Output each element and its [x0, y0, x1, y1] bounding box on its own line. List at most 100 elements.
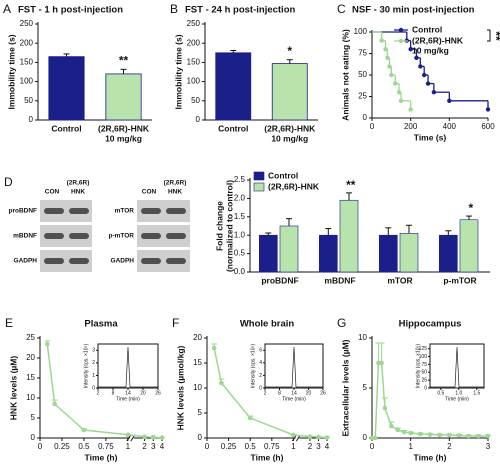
- x-tick-label: Control: [218, 123, 248, 133]
- inset-y-tick-label: 75: [421, 362, 427, 368]
- inset-x-tick-label: 2: [97, 390, 100, 396]
- error-bar: [466, 215, 472, 220]
- lane-label: HNK: [71, 189, 85, 196]
- inset-y-tick-label: 100: [419, 354, 428, 360]
- error-bar: [445, 230, 452, 236]
- bar: [318, 234, 338, 273]
- inset-y-tick-label: 2: [92, 360, 95, 366]
- y-tick-label: 1.0: [234, 230, 246, 239]
- y-tick-label: 50: [358, 70, 367, 79]
- inset-x-tick-label: 14: [125, 390, 131, 396]
- inset-x-tick-label: 20: [140, 390, 146, 396]
- lane-label: CON: [45, 189, 60, 196]
- legend-label: (2R,6R)-HNK: [412, 35, 464, 45]
- y-tick-label: 0: [196, 115, 201, 124]
- blot: [40, 250, 92, 272]
- band: [141, 208, 161, 214]
- y-tick-label: 15: [193, 358, 202, 367]
- band: [69, 233, 89, 239]
- inset-y-tick-label: 4: [259, 360, 262, 366]
- x-tick-label: 0.25: [54, 442, 70, 451]
- bar: [459, 219, 479, 273]
- legend-swatch: [253, 171, 265, 181]
- x-tick-label: 0.5: [245, 442, 257, 451]
- error-bar: [63, 53, 70, 57]
- marker: [44, 341, 50, 347]
- inset-x-tick-label: 14: [291, 390, 297, 396]
- inset-y-tick-label: 25: [421, 377, 427, 383]
- inset-x-tick-label: 1.0: [455, 390, 462, 396]
- chart-title: Plasma: [84, 319, 118, 330]
- marker: [316, 434, 321, 440]
- error-bar: [286, 218, 292, 226]
- lane-label: (2R,6R): [67, 180, 90, 187]
- inset-y-tick-label: 50: [421, 370, 427, 376]
- y-tick-label: 100: [187, 77, 201, 86]
- chart-title: Whole brain: [240, 319, 295, 330]
- panel-label: G: [337, 316, 346, 330]
- inset-x-label: Time (min): [282, 396, 306, 402]
- y-tick-label: 25: [358, 92, 367, 101]
- bar: [339, 199, 359, 273]
- marker: [382, 405, 388, 411]
- y-tick-label: 5: [31, 413, 36, 422]
- chart-title: Hippocampus: [399, 319, 462, 330]
- x-axis-label: Time (h): [85, 452, 118, 462]
- panel-label: F: [172, 316, 179, 330]
- marker: [247, 415, 253, 421]
- y-tick-label: 250: [187, 19, 201, 28]
- inset-x-tick-label: 20: [306, 390, 312, 396]
- band: [69, 208, 89, 214]
- panel-label: E: [5, 316, 13, 330]
- y-tick-label: 0: [31, 433, 36, 442]
- y-tick-label: 150: [187, 58, 201, 67]
- x-axis-label: Time (h): [414, 452, 447, 462]
- lane-label: HNK: [168, 189, 182, 196]
- row-label: proBDNF: [8, 208, 37, 215]
- inset-y-tick-label: 0: [92, 385, 95, 391]
- y-axis-label: Extracellular levels (µM): [340, 339, 350, 436]
- band: [166, 233, 186, 239]
- y-tick-label: 5: [198, 408, 203, 417]
- chromatogram: [265, 346, 323, 388]
- x-tick-label: 0: [370, 442, 375, 451]
- y-tick-label: 50: [191, 96, 200, 105]
- marker: [398, 98, 404, 104]
- y-tick-label: 150: [20, 58, 34, 67]
- marker: [385, 55, 390, 60]
- marker: [372, 435, 378, 441]
- error-bar: [286, 59, 293, 64]
- inset-y-tick-label: 6: [259, 348, 262, 354]
- y-tick-label: 5: [363, 383, 368, 392]
- y-tick-label: 2.5: [234, 175, 246, 184]
- panel-label: C: [337, 2, 346, 16]
- panel-label: D: [4, 175, 13, 189]
- blot: [137, 250, 190, 272]
- annotation: **: [119, 53, 129, 67]
- inset-y-tick-label: 125: [419, 346, 428, 352]
- y-tick-label: 2.0: [234, 194, 246, 203]
- marker: [393, 81, 398, 86]
- inset-y-label: Intensity (cps, ×10⁵): [250, 343, 256, 388]
- inset-y-tick-label: 0: [259, 385, 262, 391]
- marker: [395, 427, 401, 433]
- y-tick-label: 250: [20, 19, 34, 28]
- blot: [40, 225, 92, 247]
- y-tick-label: 20: [26, 353, 35, 362]
- marker: [476, 433, 481, 439]
- y-tick-label: 1.5: [234, 212, 246, 221]
- bar: [438, 234, 458, 273]
- y-tick-label: 0.0: [234, 267, 246, 276]
- error-bar: [406, 224, 412, 234]
- y-axis-label: (normalized to control): [224, 180, 234, 272]
- error-bar: [325, 228, 332, 236]
- marker: [447, 432, 452, 438]
- marker: [408, 430, 413, 436]
- marker: [383, 47, 388, 52]
- chart-title: FST - 1 h post-injection: [18, 5, 123, 16]
- x-tick-label: 3: [316, 442, 321, 451]
- x-tick-label: 0.75: [98, 442, 114, 451]
- marker: [427, 432, 433, 437]
